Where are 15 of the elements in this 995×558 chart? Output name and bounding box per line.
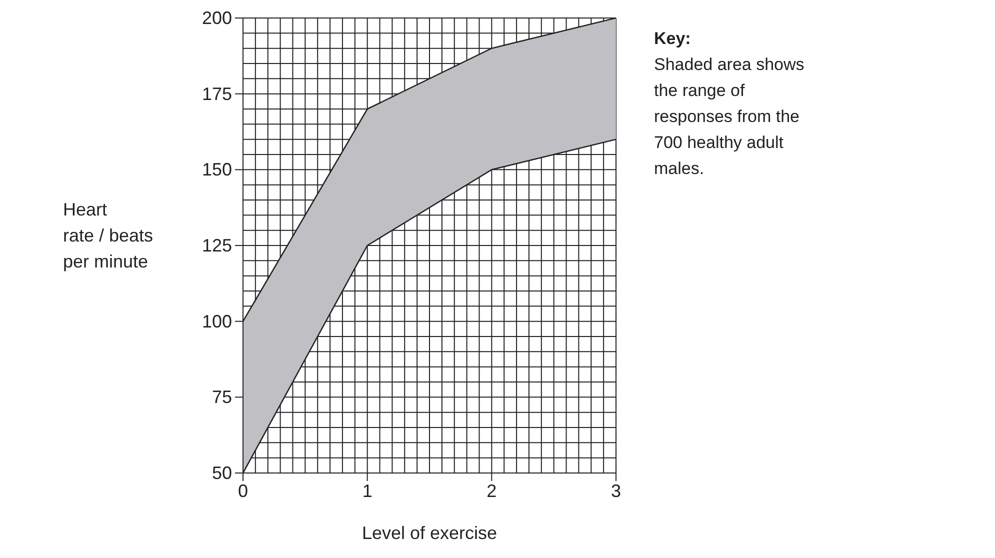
y-tick-label: 150 [202, 160, 232, 180]
y-tick-label: 100 [202, 311, 232, 332]
y-axis-title: Heart rate / beats per minute [63, 200, 154, 272]
y-tick-label: 50 [212, 463, 232, 483]
y-tick-label: 175 [202, 84, 232, 104]
y-tick-label: 75 [212, 387, 232, 408]
x-tick-label: 1 [362, 481, 372, 501]
y-tick-label: 125 [202, 236, 232, 256]
x-axis-title: Level of exercise [362, 523, 498, 543]
x-tick-label: 2 [486, 481, 497, 501]
y-tick-label: 200 [202, 8, 232, 28]
x-tick-label: 0 [238, 481, 248, 501]
text: Shaded area shows the range of responses from the 700 healthy adult males. [654, 54, 806, 180]
text: Key: [654, 28, 692, 50]
x-tick-label: 3 [610, 481, 622, 501]
